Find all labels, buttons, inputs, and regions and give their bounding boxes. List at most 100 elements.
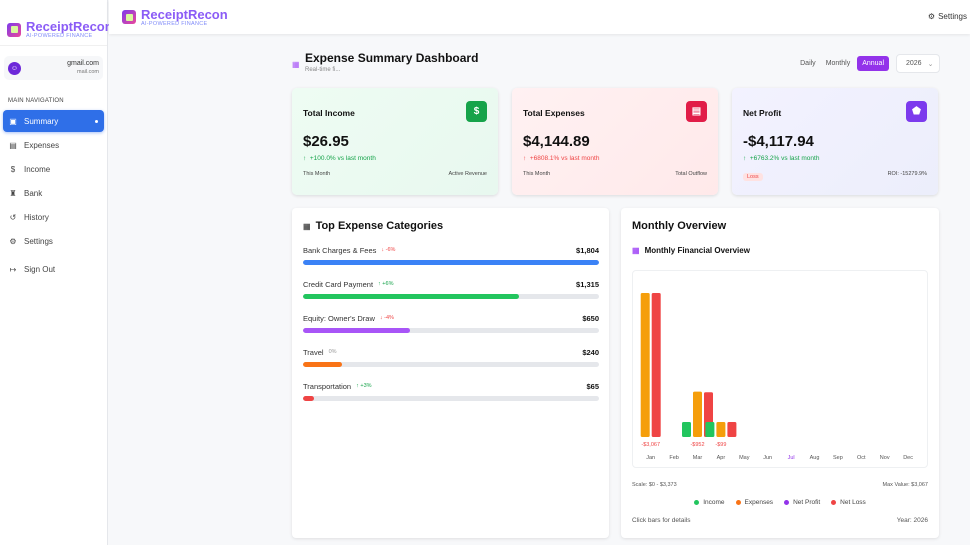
user-profile[interactable]: ☺ gmail.com mail.com <box>4 56 103 80</box>
bar-expenses-apr[interactable] <box>716 422 726 437</box>
category-progress-track <box>303 328 599 333</box>
total-expenses-card[interactable]: Total Expenses ▤ $4,144.89 ↑ +6808.1% vs… <box>512 88 718 195</box>
bar-chart-icon: ▦ <box>292 60 300 69</box>
legend-item[interactable]: Net Loss <box>831 499 866 506</box>
card-change: +100.0% vs last month <box>309 155 376 162</box>
card-icon: $ <box>466 101 487 122</box>
legend-item[interactable]: Income <box>694 499 725 506</box>
sidebar-item-expenses[interactable]: ▤ Expenses <box>3 134 104 156</box>
monthly-chart: -$3,067 Jan Feb -$952 Mar -$99 Apr May Jun Jul Aug… <box>632 270 928 468</box>
sidebar-item-label: Income <box>24 164 51 174</box>
bar-net-loss-apr[interactable] <box>727 422 737 437</box>
sidebar-item-history[interactable]: ↺ History <box>3 206 104 228</box>
logo-icon <box>7 22 21 37</box>
x-tick-label: Sep <box>833 455 843 461</box>
sidebar-logo[interactable]: ReceiptRecon AI-POWERED FINANCE <box>0 0 113 46</box>
category-trend: ↑ +3% <box>356 383 372 389</box>
chevron-down-icon: ⌄ <box>927 60 934 68</box>
chart-subtitle: Monthly Financial Overview <box>644 246 750 255</box>
sidebar-item-income[interactable]: $ Income <box>3 158 104 180</box>
net-profit-card[interactable]: Net Profit ⬟ -$4,117.94 ↑ +6763.2% vs la… <box>732 88 938 195</box>
category-item[interactable]: Credit Card Payment ↑ +6% $1,315 <box>303 279 599 299</box>
logo-icon <box>122 10 136 24</box>
app-tagline: AI-POWERED FINANCE <box>26 33 93 39</box>
category-name: Transportation <box>303 381 352 391</box>
x-tick-label: May <box>739 455 750 461</box>
bar-income-mar[interactable] <box>682 422 691 437</box>
dashboard-header: ▦ Expense Summary Dashboard Real-time fi… <box>292 50 940 80</box>
category-progress-track <box>303 260 599 265</box>
x-tick-label: Jan <box>646 455 655 461</box>
sidebar-item-label: Expenses <box>24 140 60 150</box>
panel-title: Monthly Overview <box>632 220 727 232</box>
sidebar-item-settings[interactable]: ⚙ Settings <box>3 230 104 252</box>
category-progress-fill <box>303 362 343 367</box>
card-label: Total Income <box>303 108 355 118</box>
bar-chart-icon: ▦ <box>303 221 311 231</box>
user-email-sub: mail.com <box>76 69 99 75</box>
receipt-icon: ▤ <box>9 140 17 150</box>
sidebar-item-sign-out[interactable]: ↦ Sign Out <box>3 258 104 280</box>
card-footer-right: Total Outflow <box>675 171 707 177</box>
legend-item[interactable]: Net Profit <box>784 499 820 506</box>
legend-dot-icon <box>784 499 790 505</box>
category-name: Bank Charges & Fees <box>303 245 377 255</box>
card-value: $4,144.89 <box>523 133 590 150</box>
card-icon: ▤ <box>686 101 707 122</box>
bar-expenses-mar[interactable] <box>693 391 702 437</box>
arrow-up-icon: ↑ <box>743 155 747 162</box>
category-name: Travel <box>303 347 324 357</box>
settings-button[interactable]: ⚙ Settings <box>928 12 967 21</box>
bar-expenses-jan[interactable] <box>640 293 650 437</box>
category-item[interactable]: Travel 0% $240 <box>303 347 599 367</box>
settings-label: Settings <box>938 12 967 21</box>
chart-year: Year: 2026 <box>896 517 928 524</box>
year-select[interactable]: 2026 ⌄ <box>896 54 940 73</box>
data-label: -$3,067 <box>641 442 660 448</box>
card-change: +6808.1% vs last month <box>529 155 600 162</box>
period-monthly[interactable]: Monthly <box>825 60 851 67</box>
category-progress-track <box>303 396 599 401</box>
category-item[interactable]: Transportation ↑ +3% $65 <box>303 381 599 401</box>
category-progress-fill <box>303 328 410 333</box>
arrow-up-icon: ↑ <box>523 155 527 162</box>
x-tick-label: Dec <box>903 455 913 461</box>
topbar: ReceiptRecon AI-POWERED FINANCE ⚙ Settings <box>109 0 970 34</box>
data-label: -$99 <box>715 442 726 448</box>
legend-item[interactable]: Expenses <box>735 499 773 506</box>
x-tick-label: Jul <box>788 455 795 461</box>
x-tick-label: Mar <box>693 455 703 461</box>
bar-income-apr[interactable] <box>705 422 715 437</box>
bar-net-loss-jan[interactable] <box>651 293 661 437</box>
sidebar-item-summary[interactable]: ▣ Summary <box>3 110 104 132</box>
legend-label: Net Profit <box>793 499 821 506</box>
period-annual[interactable]: Annual <box>857 56 889 71</box>
category-progress-fill <box>303 294 519 299</box>
legend-dot-icon <box>694 499 700 505</box>
dollar-icon: $ <box>10 164 16 174</box>
summary-icon: ▣ <box>9 116 17 126</box>
card-footer-left: This Month <box>303 171 331 177</box>
total-income-card[interactable]: Total Income $ $26.95 ↑ +100.0% vs last … <box>292 88 498 195</box>
category-item[interactable]: Bank Charges & Fees ↓ -6% $1,804 <box>303 245 599 265</box>
app-name: ReceiptRecon <box>141 6 228 22</box>
sidebar-item-label: Summary <box>24 116 59 126</box>
category-item[interactable]: Equity: Owner's Draw ↓ -4% $650 <box>303 313 599 333</box>
legend-label: Income <box>703 499 725 506</box>
sidebar-item-bank[interactable]: ♜ Bank <box>3 182 104 204</box>
period-daily[interactable]: Daily <box>800 60 816 67</box>
category-progress-fill <box>303 260 599 265</box>
category-name: Credit Card Payment <box>303 279 374 289</box>
category-progress-track <box>303 294 599 299</box>
category-trend: ↓ -4% <box>379 315 394 321</box>
bank-icon: ♜ <box>9 188 17 198</box>
category-name: Equity: Owner's Draw <box>303 313 375 323</box>
sidebar-item-label: Settings <box>24 236 53 246</box>
year-value: 2026 <box>906 60 922 67</box>
card-value: $26.95 <box>303 133 349 150</box>
sidebar: ReceiptRecon AI-POWERED FINANCE ☺ gmail.c… <box>0 0 113 545</box>
card-label: Total Expenses <box>523 108 585 118</box>
top-expense-categories-panel: ▦ Top Expense Categories Bank Charges & F… <box>292 208 609 538</box>
panel-title: Top Expense Categories <box>315 220 444 232</box>
x-tick-label: Feb <box>669 455 678 461</box>
